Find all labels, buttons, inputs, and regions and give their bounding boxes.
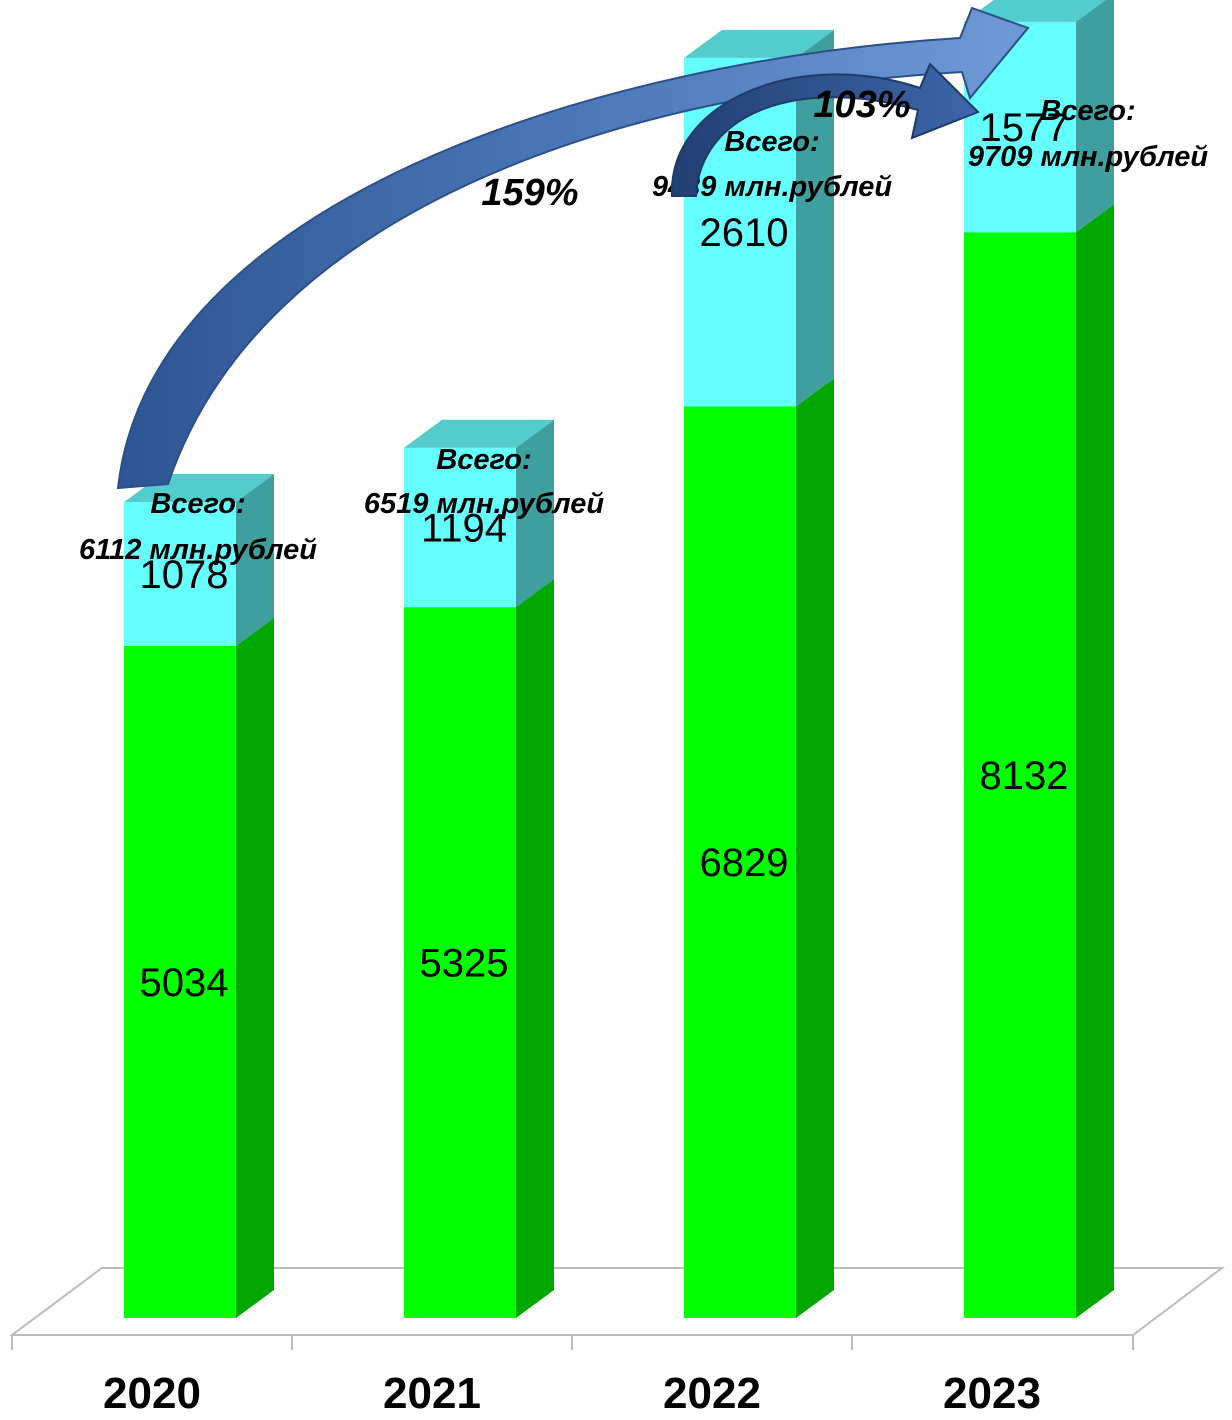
bar-side-2023-s0 xyxy=(1076,204,1114,1318)
growth-arrow-2022-2023 xyxy=(670,62,980,197)
bar-segment-2020-s1 xyxy=(124,502,236,646)
bar-side-2023-s1 xyxy=(1076,0,1114,233)
category-label-2022: 2022 xyxy=(663,1369,761,1418)
total-prefix-2023: Всего: xyxy=(1040,95,1135,127)
total-prefix-2020: Всего: xyxy=(150,488,245,520)
total-prefix-2021: Всего: xyxy=(436,444,531,476)
bar-side-2020-s0 xyxy=(236,617,274,1318)
value-label-2022-s1: 2610 xyxy=(700,211,789,255)
value-label-2023-s0: 8132 xyxy=(980,754,1069,798)
value-label-2023-s1: 1577 xyxy=(980,106,1069,150)
value-label-2020-s1: 1078 xyxy=(140,553,229,597)
bar-segment-2020-s0 xyxy=(124,645,236,1318)
bar-side-2021-s0 xyxy=(516,579,554,1318)
bar-top-2023 xyxy=(964,0,1106,22)
total-value-2020: 6112 млн.рублей xyxy=(79,534,317,566)
value-label-2020-s0: 5034 xyxy=(140,961,229,1005)
bar-side-2021-s1 xyxy=(516,419,554,608)
total-value-2021: 6519 млн.рублей xyxy=(364,488,604,520)
bars-group xyxy=(124,0,1114,1318)
bar-segment-2021-s1 xyxy=(404,447,516,608)
bar-side-2022-s1 xyxy=(796,29,834,407)
growth-arrow-2020-2023 xyxy=(116,6,1030,490)
growth-label-159: 159% xyxy=(481,172,578,214)
bar-top-2022 xyxy=(684,29,834,58)
total-prefix-2022: Всего: xyxy=(724,126,819,158)
bar-side-2020-s1 xyxy=(236,474,274,646)
category-label-2020: 2020 xyxy=(103,1369,201,1418)
bar-top-2021 xyxy=(404,419,554,448)
bar-side-2022-s0 xyxy=(796,378,834,1318)
value-label-2021-s0: 5325 xyxy=(420,942,509,986)
total-value-2023: 9709 млн.рублей xyxy=(968,141,1208,173)
value-label-2022-s0: 6829 xyxy=(700,841,789,885)
category-label-2023: 2023 xyxy=(943,1369,1041,1418)
chart-floor xyxy=(8,1267,1225,1350)
value-label-2021-s1: 1194 xyxy=(421,506,507,550)
category-label-2021: 2021 xyxy=(383,1369,481,1418)
bar-segment-2023-s0 xyxy=(964,232,1076,1318)
x-axis-labels: 2020 2021 2022 2023 xyxy=(103,1369,1041,1418)
bar-segment-2022-s0 xyxy=(684,406,796,1318)
growth-label-103: 103% xyxy=(813,84,910,126)
bar-segment-2021-s0 xyxy=(404,607,516,1318)
